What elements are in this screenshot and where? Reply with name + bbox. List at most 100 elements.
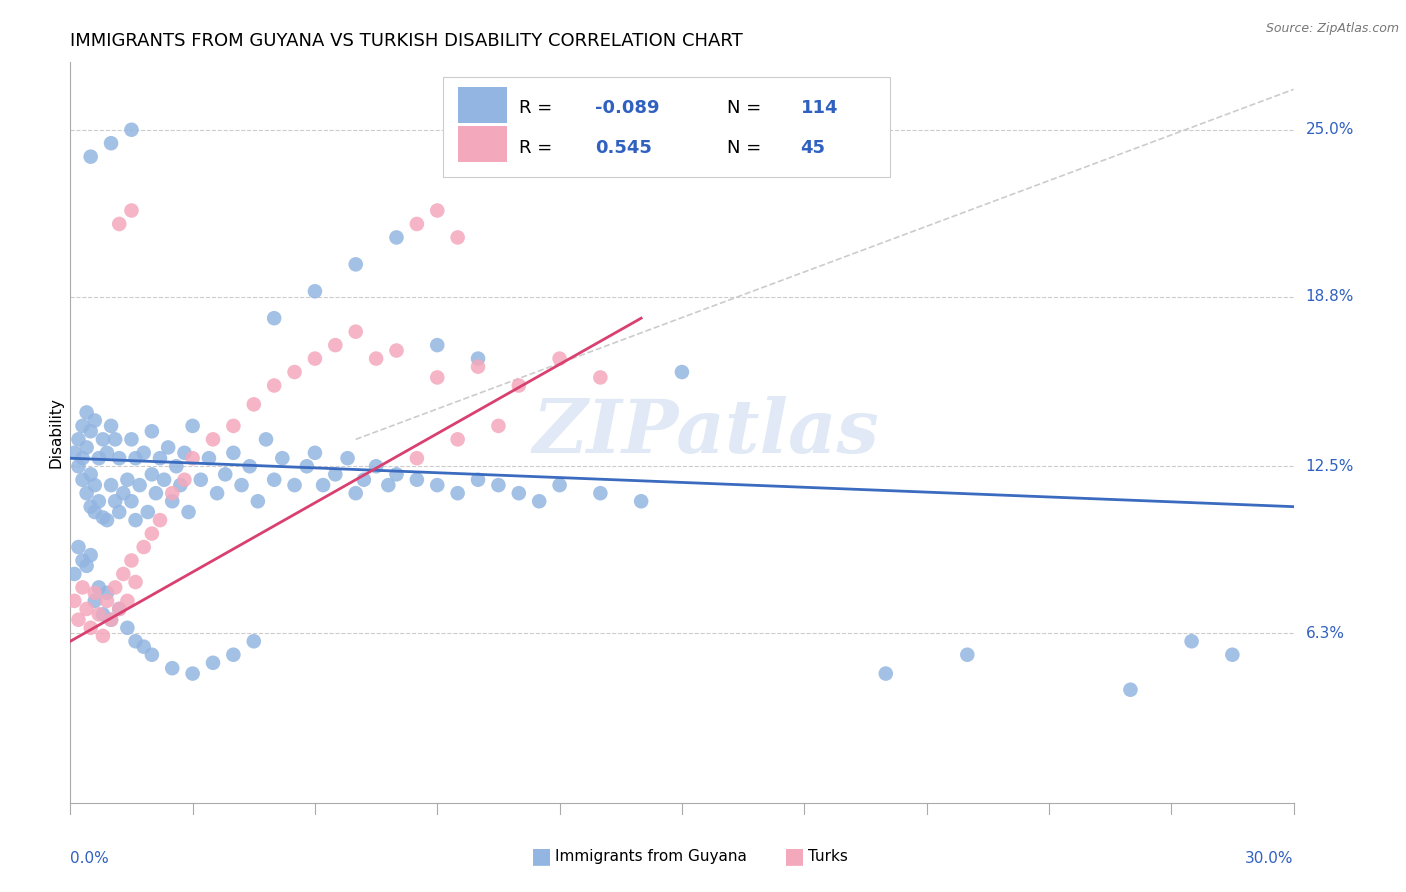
Point [132,540,155,554]
Text: -0.089: -0.089 [595,99,659,118]
Point [589,486,612,500]
Point [121,433,143,447]
Point [79,467,103,482]
Point [83,505,105,519]
Point [87,494,110,508]
Point [96,513,118,527]
Text: 45: 45 [800,138,825,157]
Point [366,351,388,366]
Point [87,451,110,466]
Point [63,594,86,608]
Point [124,575,146,590]
Point [100,136,122,151]
Point [79,621,103,635]
Point [76,602,98,616]
Point [104,494,127,508]
Point [508,486,530,500]
Point [173,473,195,487]
Point [79,548,103,562]
Text: 25.0%: 25.0% [1306,122,1354,137]
Text: ZIPatlas: ZIPatlas [533,396,880,469]
Point [108,602,131,616]
Point [875,666,897,681]
Point [96,586,118,600]
Point [231,478,253,492]
Point [467,351,489,366]
Point [198,451,221,466]
Point [353,473,375,487]
Point [121,494,143,508]
Point [173,446,195,460]
Point [91,607,114,622]
Text: 0.0%: 0.0% [70,851,110,866]
Point [124,513,146,527]
Point [72,581,94,595]
Point [132,640,155,654]
Point [100,418,122,433]
Point [548,351,571,366]
Text: 6.3%: 6.3% [1306,625,1344,640]
Point [263,378,285,392]
Point [72,553,94,567]
Point [529,494,551,508]
Point [112,486,135,500]
Point [91,629,114,643]
Point [117,473,139,487]
Point [104,581,127,595]
Point [344,257,367,271]
Point [447,433,470,447]
Point [141,424,163,438]
Point [181,666,204,681]
Point [76,486,98,500]
Point [87,581,110,595]
Point [271,451,294,466]
Point [344,486,367,500]
Point [263,311,285,326]
Point [385,230,408,244]
Point [304,446,326,460]
Point [406,473,429,487]
Point [377,478,399,492]
Text: 12.5%: 12.5% [1306,458,1354,474]
Point [72,418,94,433]
Point [426,203,449,218]
Point [67,613,90,627]
Point [91,433,114,447]
Text: Turks: Turks [808,849,848,863]
Point [426,370,449,384]
Point [488,478,510,492]
Point [83,594,105,608]
Text: 18.8%: 18.8% [1306,289,1354,304]
Point [96,594,118,608]
Point [263,473,285,487]
Point [284,478,307,492]
Point [222,446,245,460]
Point [589,370,612,384]
Point [91,510,114,524]
Point [366,459,388,474]
Point [671,365,693,379]
Point [104,433,127,447]
Point [83,478,105,492]
Point [117,621,139,635]
Point [136,505,159,519]
Point [243,397,266,411]
Text: N =: N = [727,138,768,157]
Point [72,473,94,487]
Point [344,325,367,339]
Point [63,566,86,581]
Point [426,478,449,492]
Text: Source: ZipAtlas.com: Source: ZipAtlas.com [1265,22,1399,36]
Bar [458,87,508,122]
Point [100,613,122,627]
Point [312,478,335,492]
Point [157,441,180,455]
Point [467,359,489,374]
Point [956,648,979,662]
Point [162,494,183,508]
Point [165,459,187,474]
Point [149,451,172,466]
Point [385,467,408,482]
Point [406,217,429,231]
Point [222,648,245,662]
